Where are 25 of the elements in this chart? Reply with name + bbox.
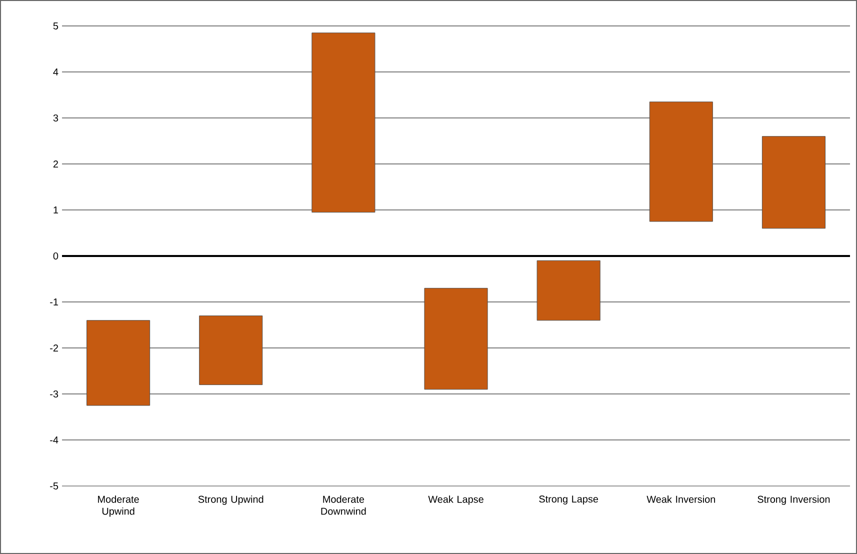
y-tick-label: 1: [54, 206, 58, 214]
x-tick-label: Strong Inversion: [758, 496, 830, 505]
bar: [312, 32, 376, 213]
y-tick-label: -5: [50, 482, 58, 490]
y-tick-label: 2: [53, 160, 58, 168]
bar: [649, 102, 713, 222]
y-tick-label: 4: [53, 68, 58, 76]
x-tick-label: Weak Lapse: [428, 496, 484, 505]
bar: [762, 136, 826, 229]
bar: [536, 260, 600, 321]
y-tick-label: 5: [53, 22, 58, 30]
x-tick-label: Weak Inversion: [646, 496, 716, 503]
bar: [199, 316, 263, 386]
y-tick-label: 0: [53, 252, 58, 260]
y-tick-label: -3: [50, 390, 58, 398]
y-tick-label: -2: [50, 344, 58, 352]
bar: [86, 320, 150, 406]
x-tick-label: Strong Upwind: [198, 496, 264, 505]
bar: [424, 288, 488, 390]
x-tick-label: Moderate Downwind: [321, 496, 366, 515]
y-tick-label: -1: [50, 298, 58, 306]
y-tick-label: -4: [50, 436, 58, 444]
y-tick-label: 3: [53, 114, 58, 122]
x-tick-label: Moderate Upwind: [98, 496, 139, 517]
x-tick-label: Strong Lapse: [539, 496, 598, 505]
